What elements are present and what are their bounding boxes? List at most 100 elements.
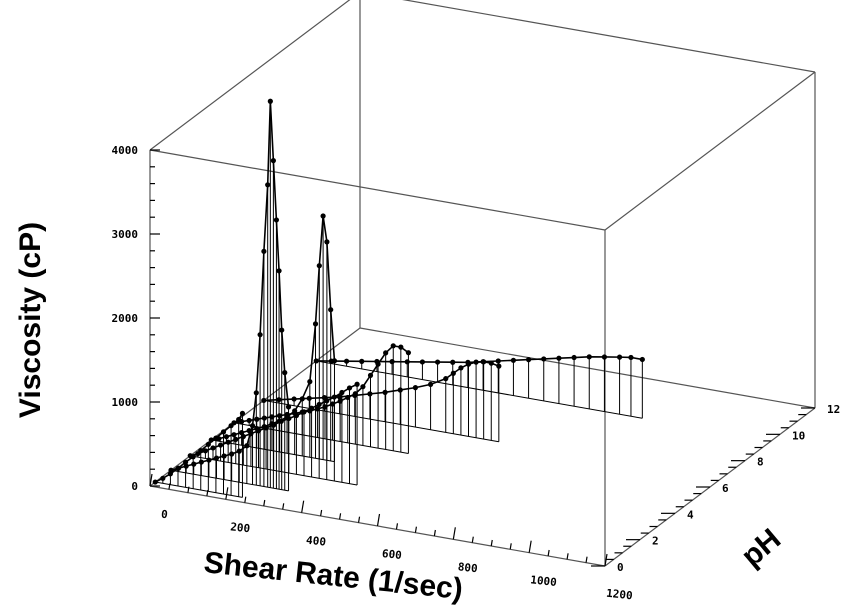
data-point [261,248,267,254]
data-point [389,359,395,365]
x-tick [225,487,229,500]
data-point [213,435,219,441]
x-axis-title: Shear Rate (1/sec) [202,546,464,606]
z-tick-label: 8 [757,456,764,469]
data-traces [152,98,645,498]
data-point [229,451,235,457]
z-tick-label: 0 [617,561,624,574]
data-point [336,394,343,400]
data-point [586,354,592,360]
data-point [473,359,479,365]
data-point [346,385,353,391]
x-tick [149,473,153,487]
data-point [419,359,426,365]
data-point [183,463,189,469]
data-point [481,359,487,365]
x-tick-label: 1000 [530,573,558,589]
y-tick-label: 0 [131,480,138,493]
data-point [339,389,345,396]
data-point [308,405,315,411]
x-tick [301,500,305,513]
data-point [239,410,246,416]
data-point [236,448,242,454]
data-point [404,359,410,365]
data-point [175,465,181,472]
data-point [316,263,322,269]
y-tick-label: 2000 [112,312,139,325]
x-tick [168,483,171,490]
z-axis-title: pH [735,522,787,573]
x-tick [509,543,512,550]
x-tick [490,539,493,547]
data-point [306,395,312,401]
data-point [299,396,305,402]
baseline [170,469,289,492]
data-point [167,471,174,477]
data-point [496,363,502,369]
data-point [324,398,330,404]
x-tick [452,527,456,540]
data-point [249,423,256,429]
x-tick [263,499,266,507]
data-point [198,447,204,454]
data-point [312,321,319,327]
data-point [450,370,456,376]
data-point [205,441,211,447]
data-point [244,443,250,449]
series-2.3 [187,381,360,486]
tick-labels: 0 1000 2000 3000 4000 0 200 400 600 800 1000 1200 0 2… [112,144,841,602]
x-tick [547,549,550,557]
data-point [328,307,334,313]
data-point [282,370,288,376]
data-point [320,213,326,219]
x-tick-label: 0 [160,508,168,522]
data-point [236,416,242,423]
series-line [263,361,500,402]
x-tick [376,513,381,527]
series-1.2 [168,98,292,492]
data-point [398,344,404,350]
data-point [182,459,189,465]
data-point [628,354,634,361]
x-tick [414,526,418,533]
data-point [257,332,263,338]
data-point [307,379,313,385]
z-tick-label: 4 [687,508,694,521]
data-point [316,401,322,408]
data-point [285,404,292,410]
data-point [556,355,562,361]
data-point [382,389,388,395]
x-tick [282,503,285,510]
data-point [240,433,246,440]
data-point [359,358,365,364]
data-point [331,358,338,364]
data-point [228,423,234,429]
z-tick-label: 10 [792,429,805,442]
data-point [383,350,389,356]
data-point [488,360,494,366]
data-point [206,457,212,463]
data-point [397,387,403,393]
x-tick-label: 600 [381,547,402,562]
data-point [343,358,350,364]
data-point [220,429,227,435]
data-point [510,357,517,363]
data-point [213,455,220,461]
box-edge [359,327,816,409]
x-tick [357,516,361,523]
data-point [434,359,441,365]
data-point [639,356,645,363]
y-tick-label: 3000 [112,228,139,241]
data-point [331,394,337,400]
data-point [450,359,456,365]
data-point [210,445,216,451]
data-point [324,239,330,245]
data-point [292,408,298,414]
data-point [571,354,577,361]
box-edge [149,0,351,151]
data-point [221,453,227,459]
box-edge [604,71,816,231]
data-point [191,461,197,467]
z-tick-label: 2 [652,535,659,548]
